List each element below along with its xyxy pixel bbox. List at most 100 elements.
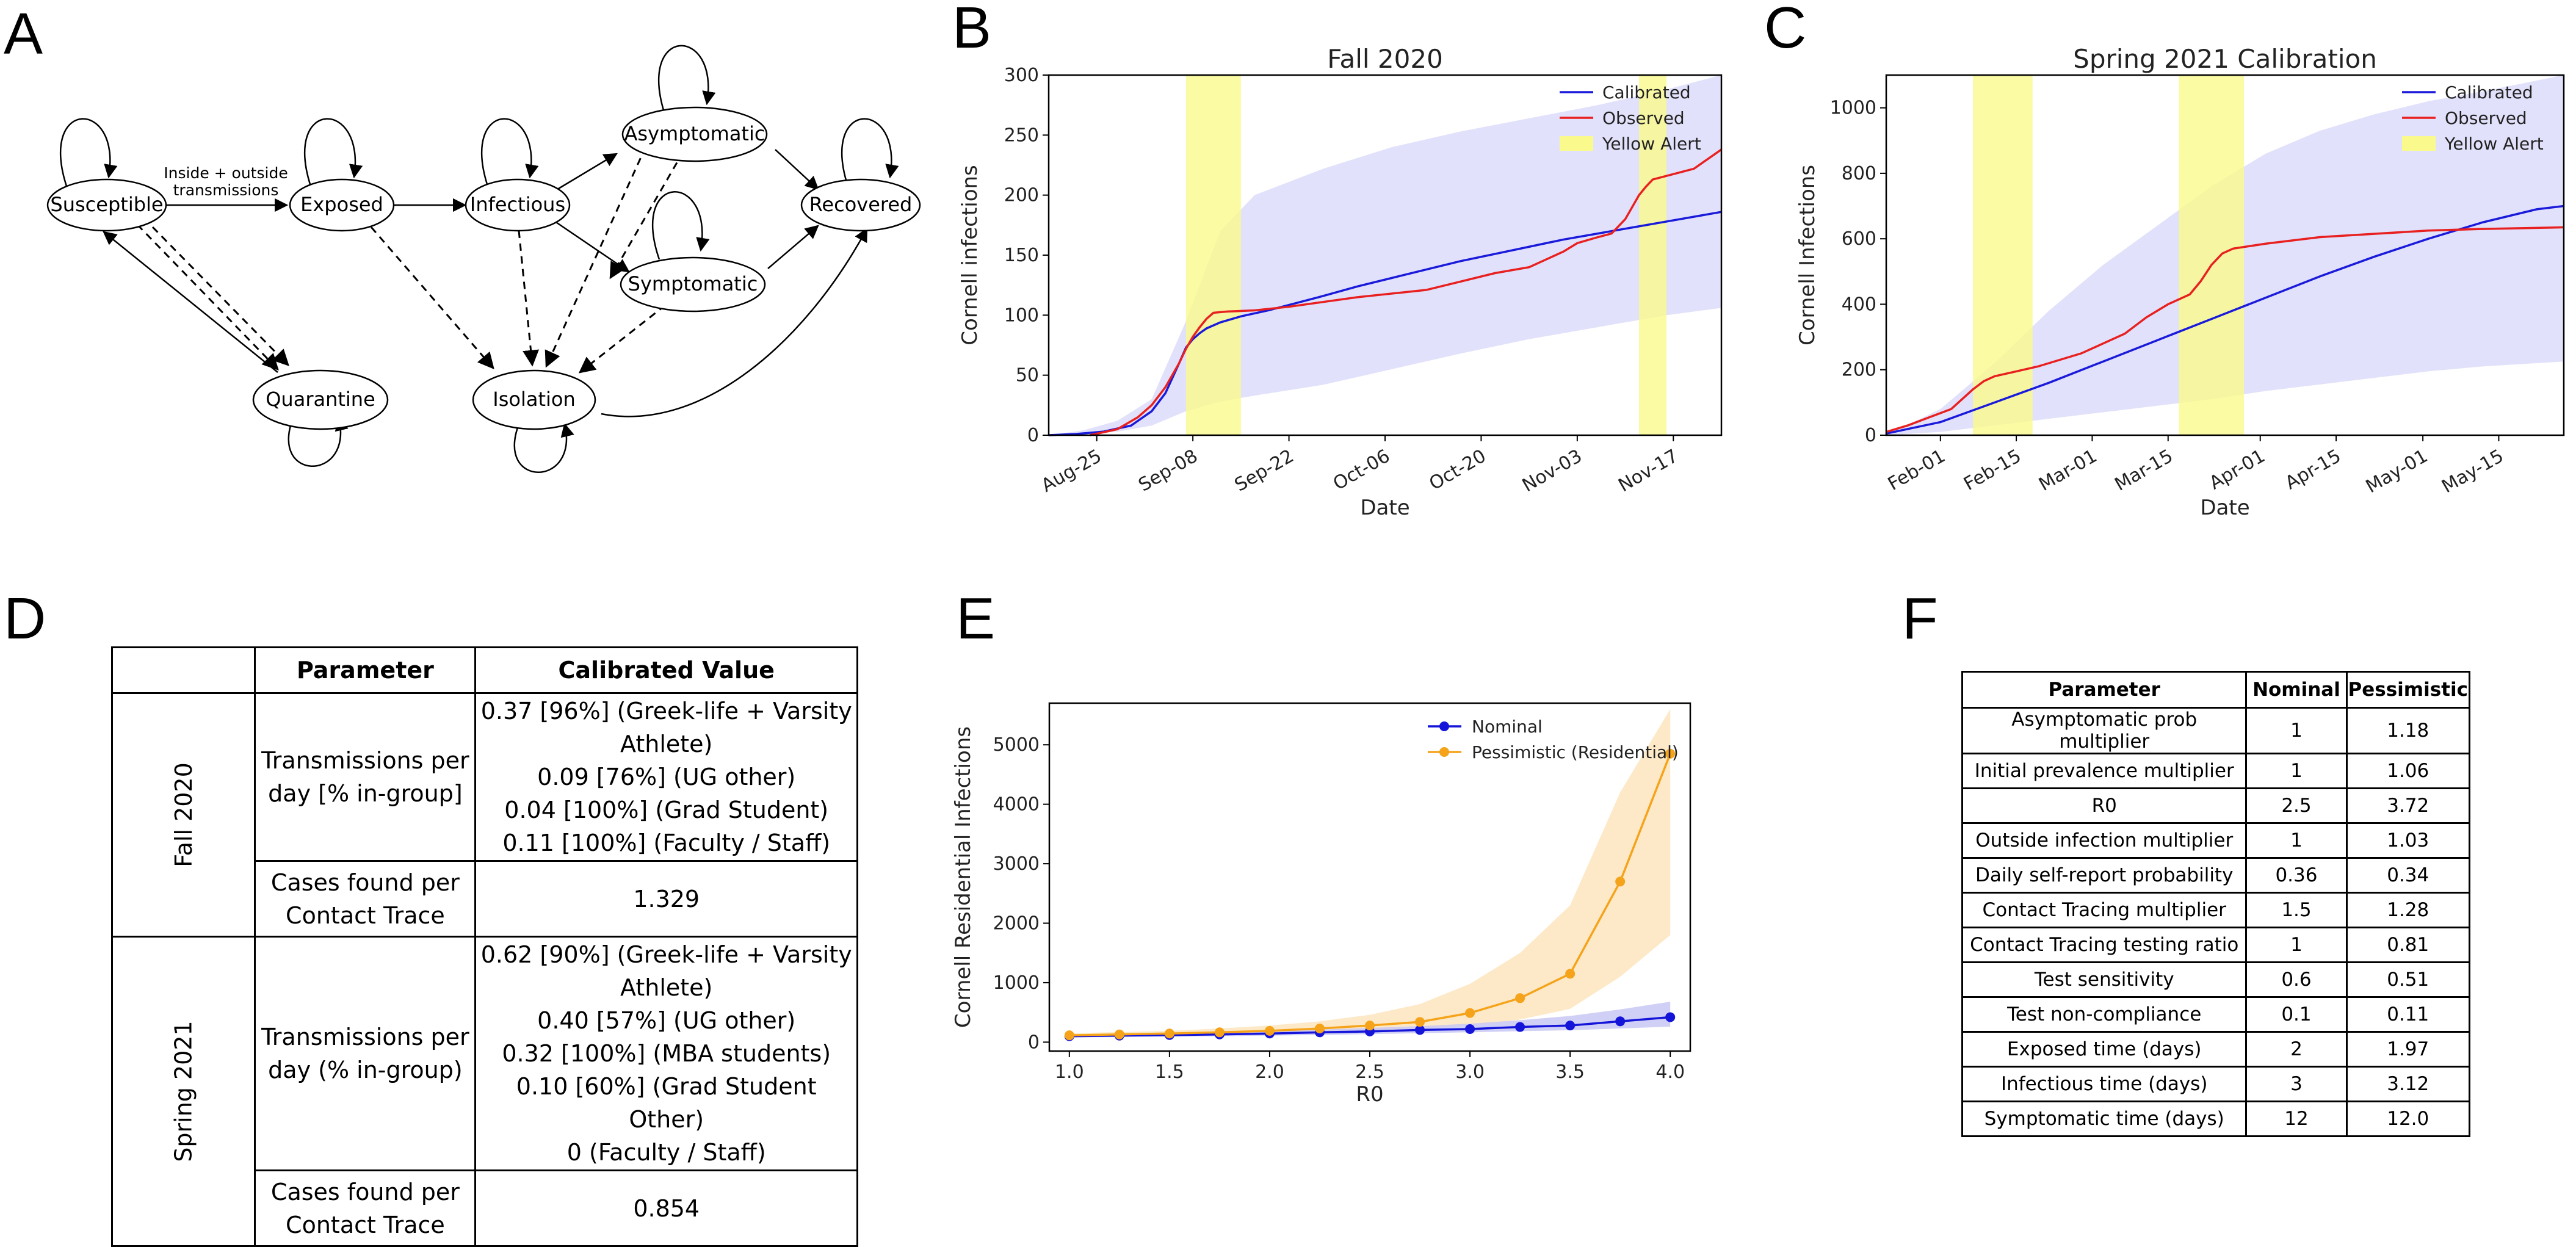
x-axis-label: Date xyxy=(1360,496,1409,520)
table-row: Cases found per Contact Trace 1.329 xyxy=(112,860,858,938)
x-tick-label: 2.5 xyxy=(1355,1061,1384,1083)
panel-label-c: C xyxy=(1764,0,1806,60)
value-line: 0.32 [100%] (MBA students) xyxy=(502,1040,831,1067)
data-point xyxy=(1415,1025,1425,1035)
chart-spring-2021: C 0 200 400 600 800 1000 Feb-01 Feb-15 Mar-01 Mar… xyxy=(1764,0,2565,520)
pessimistic-cell: 3.72 xyxy=(2345,787,2471,824)
label-infectious: Infectious xyxy=(470,193,565,216)
chart-title: Spring 2021 Calibration xyxy=(2073,44,2377,74)
data-point xyxy=(1465,1008,1475,1018)
series-line-observed xyxy=(1886,226,2564,433)
nominal-cell: 0.1 xyxy=(2245,996,2348,1033)
param-label: day [% in-group] xyxy=(268,780,463,807)
node-isolation xyxy=(472,369,596,430)
legend-item: Nominal xyxy=(1472,717,1543,737)
x-tick-label: May-15 xyxy=(2438,446,2507,498)
param-name-cell: Contact Tracing multiplier xyxy=(1961,892,2248,928)
param-name-cell: Asymptomatic prob multiplier xyxy=(1961,707,2248,754)
header-parameter: Parameter xyxy=(254,646,477,694)
x-tick-label: Feb-15 xyxy=(1960,446,2025,495)
edge-label-line2: transmissions xyxy=(173,181,279,199)
pessimistic-cell: 0.51 xyxy=(2345,961,2471,998)
y-tick-label: 4000 xyxy=(993,794,1040,815)
value-cell: 1.329 xyxy=(474,860,858,938)
param-label: Contact Trace xyxy=(286,902,445,929)
table-row: Asymptomatic prob multiplier 1 1.18 xyxy=(1961,707,2471,754)
x-tick-label: Feb-01 xyxy=(1884,446,1949,495)
panel-label-f: F xyxy=(1902,586,1938,651)
table-row: Contact Tracing multiplier 1.5 1.28 xyxy=(1961,892,2471,928)
node-recovered xyxy=(800,178,921,232)
pessimistic-cell: 0.81 xyxy=(2345,927,2471,963)
data-point xyxy=(1465,1024,1475,1034)
table-row: Daily self-report probability 0.36 0.34 xyxy=(1961,857,2471,894)
data-point xyxy=(1565,969,1576,979)
y-tick-label: 600 xyxy=(1842,228,1876,250)
header-parameter: Parameter xyxy=(1961,671,2248,709)
y-axis-label: Cornell infections xyxy=(958,165,982,345)
nominal-cell: 2 xyxy=(2245,1031,2348,1068)
uncertainty-band xyxy=(1049,75,1721,435)
value-line: 0.40 [57%] (UG other) xyxy=(537,1007,796,1034)
node-asymptomatic xyxy=(621,106,768,162)
legend-item: Observed xyxy=(2445,108,2527,128)
panel-label-d: D xyxy=(4,586,46,651)
pessimistic-cell: 1.06 xyxy=(2345,753,2471,789)
data-point xyxy=(1214,1027,1225,1038)
y-tick-label: 150 xyxy=(1004,245,1039,266)
x-tick-label: 2.0 xyxy=(1255,1061,1284,1083)
pessimistic-cell: 12.0 xyxy=(2345,1101,2471,1137)
table-row: Fall 2020 Transmissions per day [% in-gro… xyxy=(110,692,858,938)
confidence-band xyxy=(1069,709,1671,1037)
y-tick-label: 2000 xyxy=(993,913,1040,934)
label-exposed: Exposed xyxy=(300,193,383,216)
table-row: Spring 2021 Transmissions per day (% in-g… xyxy=(110,936,858,1247)
legend-item: Calibrated xyxy=(1602,82,1691,103)
table-row: Exposed time (days) 2 1.97 xyxy=(1961,1031,2471,1068)
series-line-calibrated xyxy=(1886,204,2564,435)
legend-item: Calibrated xyxy=(2445,82,2533,103)
legend-item: Pessimistic (Residential) xyxy=(1472,742,1679,762)
node-susceptible xyxy=(46,178,167,232)
data-point xyxy=(1565,1021,1576,1031)
label-quarantine: Quarantine xyxy=(266,388,375,411)
value-cell: 0.854 xyxy=(474,1169,858,1247)
value-line: 0.09 [76%] (UG other) xyxy=(537,764,796,790)
dashed-arrows xyxy=(136,140,691,374)
x-tick-label: Sep-22 xyxy=(1231,446,1298,496)
edge-label-line1: Inside + outside xyxy=(164,164,288,182)
data-point xyxy=(1665,748,1676,759)
y-tick-label: 3000 xyxy=(993,853,1040,875)
nominal-cell: 1 xyxy=(2245,822,2348,859)
x-tick-label: Sep-08 xyxy=(1135,446,1201,496)
table-row: Infectious time (days) 3 3.12 xyxy=(1961,1066,2471,1102)
value-line: 0.11 [100%] (Faculty / Staff) xyxy=(502,830,831,856)
x-tick-label: 4.0 xyxy=(1655,1061,1685,1083)
y-tick-label: 0 xyxy=(1027,425,1039,446)
y-tick-label: 300 xyxy=(1004,65,1039,86)
data-point xyxy=(1615,1016,1626,1027)
label-asymptomatic: Asymptomatic xyxy=(624,122,765,145)
node-quarantine xyxy=(252,369,389,430)
param-name-cell: Outside infection multiplier xyxy=(1961,822,2248,859)
header-nominal: Nominal xyxy=(2245,671,2348,709)
panel-f-label-holder: F xyxy=(1902,586,1938,651)
x-tick-label: Apr-01 xyxy=(2205,446,2268,494)
panel-a-diagram: A Inside + outside transmissions xyxy=(4,1,921,473)
header-calibrated-value: Calibrated Value xyxy=(474,646,858,694)
legend-item: Yellow Alert xyxy=(1602,134,1701,154)
y-tick-label: 1000 xyxy=(1830,98,1876,119)
x-tick-label: Nov-17 xyxy=(1615,446,1682,497)
table-f-body: Asymptomatic prob multiplier 1 1.18 Initial… xyxy=(1961,707,2471,1137)
y-tick-label: 50 xyxy=(1016,365,1039,386)
data-point xyxy=(1264,1025,1275,1036)
nominal-cell: 0.6 xyxy=(2245,961,2348,998)
data-point xyxy=(1164,1028,1174,1039)
param-name-cell: R0 xyxy=(1961,787,2248,824)
y-tick-label: 100 xyxy=(1004,305,1039,326)
label-susceptible: Susceptible xyxy=(50,193,163,216)
calibrated-values-table: Parameter Calibrated Value Fall 2020 Tra… xyxy=(110,646,858,1247)
y-tick-label: 0 xyxy=(1865,425,1876,446)
table-f-header: Parameter Nominal Pessimistic xyxy=(1961,671,2471,709)
nominal-cell: 1 xyxy=(2245,927,2348,963)
